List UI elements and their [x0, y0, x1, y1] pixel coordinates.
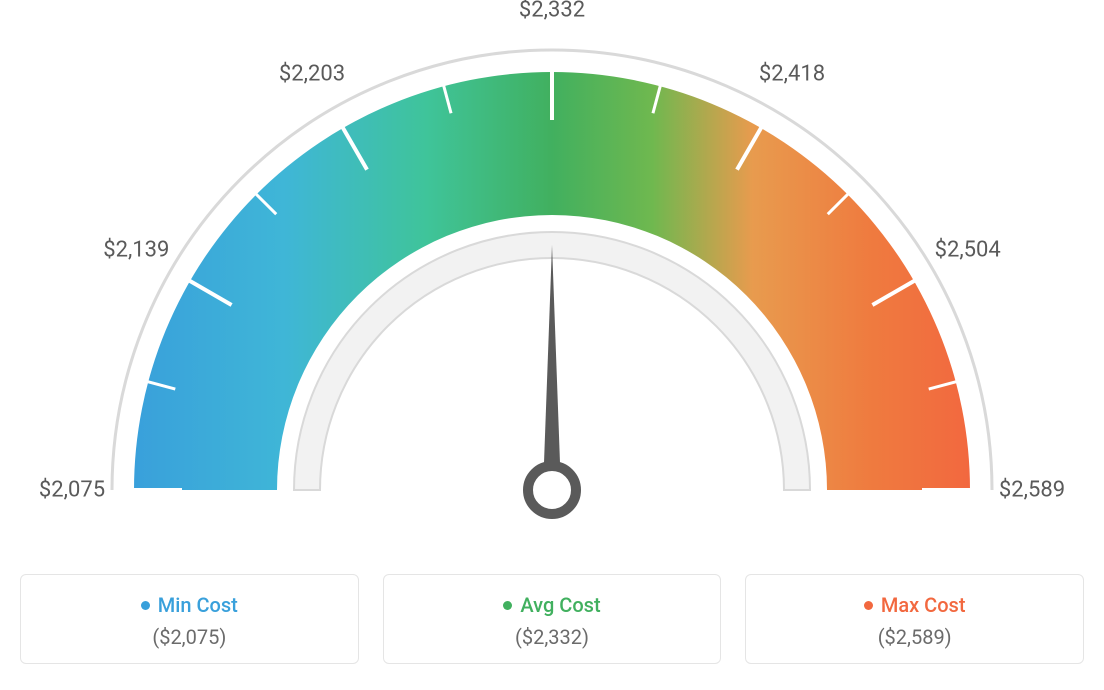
legend-title-text: Max Cost — [881, 593, 966, 617]
legend-title-text: Min Cost — [158, 593, 238, 617]
gauge-svg — [20, 20, 1084, 550]
legend-title-text: Avg Cost — [520, 593, 600, 617]
legend-title-max: Max Cost — [864, 593, 966, 617]
legend-dot-icon — [503, 601, 512, 610]
legend-dot-icon — [141, 601, 150, 610]
gauge-tick-label: $2,075 — [39, 478, 105, 503]
legend-title-avg: Avg Cost — [503, 593, 600, 617]
legend-value-min: ($2,075) — [21, 625, 358, 649]
legend-dot-icon — [864, 601, 873, 610]
gauge-tick-label: $2,418 — [759, 62, 825, 87]
legend-title-min: Min Cost — [141, 593, 238, 617]
legend-value-avg: ($2,332) — [384, 625, 721, 649]
gauge-tick-label: $2,332 — [519, 0, 585, 23]
gauge-tick-label: $2,203 — [279, 62, 345, 87]
legend-row: Min Cost ($2,075) Avg Cost ($2,332) Max Cost… — [20, 574, 1084, 664]
legend-card-avg: Avg Cost ($2,332) — [383, 574, 722, 664]
legend-card-max: Max Cost ($2,589) — [745, 574, 1084, 664]
gauge-tick-label: $2,139 — [103, 238, 169, 263]
gauge-chart: $2,075$2,139$2,203$2,332$2,418$2,504$2,5… — [20, 20, 1084, 550]
gauge-tick-label: $2,589 — [999, 478, 1065, 503]
gauge-tick-label: $2,504 — [935, 238, 1001, 263]
legend-card-min: Min Cost ($2,075) — [20, 574, 359, 664]
legend-value-max: ($2,589) — [746, 625, 1083, 649]
